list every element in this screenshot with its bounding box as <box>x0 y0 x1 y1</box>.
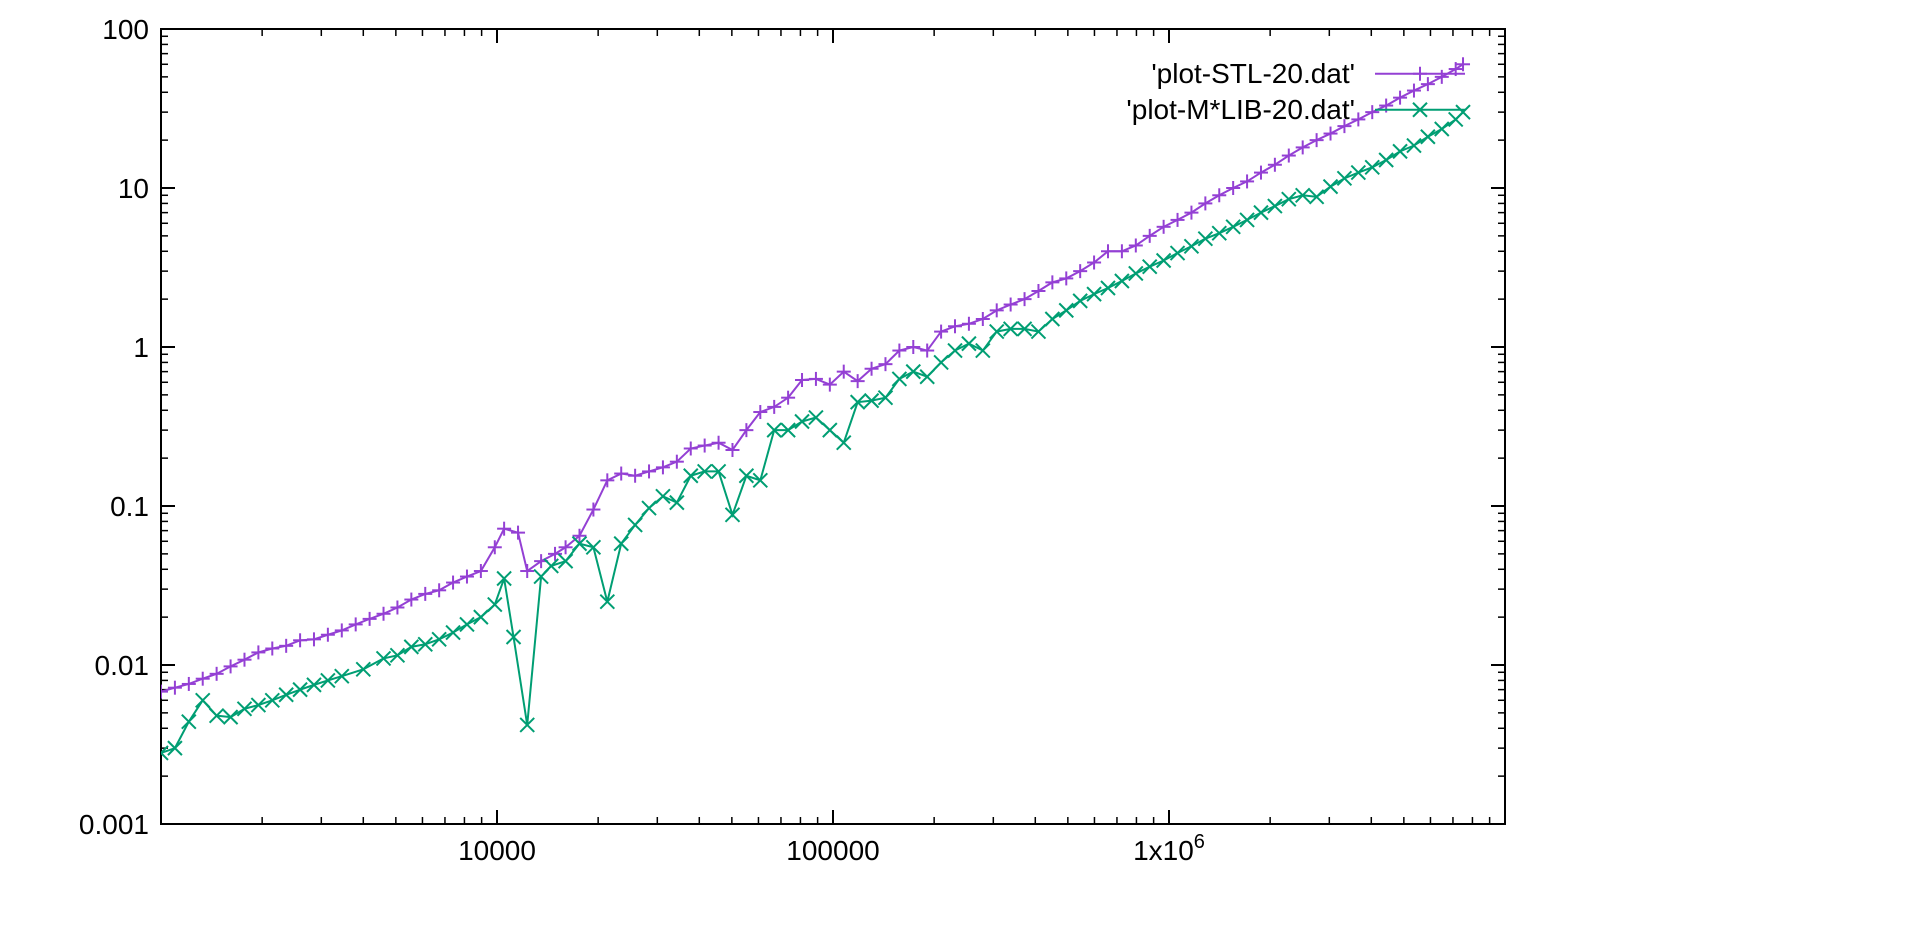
log-log-line-chart: 100001000001x1060.0010.010.1110100'plot-… <box>0 0 1920 936</box>
y-tick-label: 0.001 <box>79 809 149 840</box>
x-tick-label: 100000 <box>786 835 879 866</box>
chart-container: 100001000001x1060.0010.010.1110100'plot-… <box>0 0 1920 936</box>
y-tick-label: 0.01 <box>95 650 150 681</box>
y-tick-label: 1 <box>133 332 149 363</box>
legend-label: 'plot-M*LIB-20.dat' <box>1126 94 1355 125</box>
y-tick-label: 10 <box>118 173 149 204</box>
y-tick-label: 100 <box>102 14 149 45</box>
legend-label: 'plot-STL-20.dat' <box>1151 58 1355 89</box>
y-tick-label: 0.1 <box>110 491 149 522</box>
x-tick-label: 10000 <box>458 835 536 866</box>
